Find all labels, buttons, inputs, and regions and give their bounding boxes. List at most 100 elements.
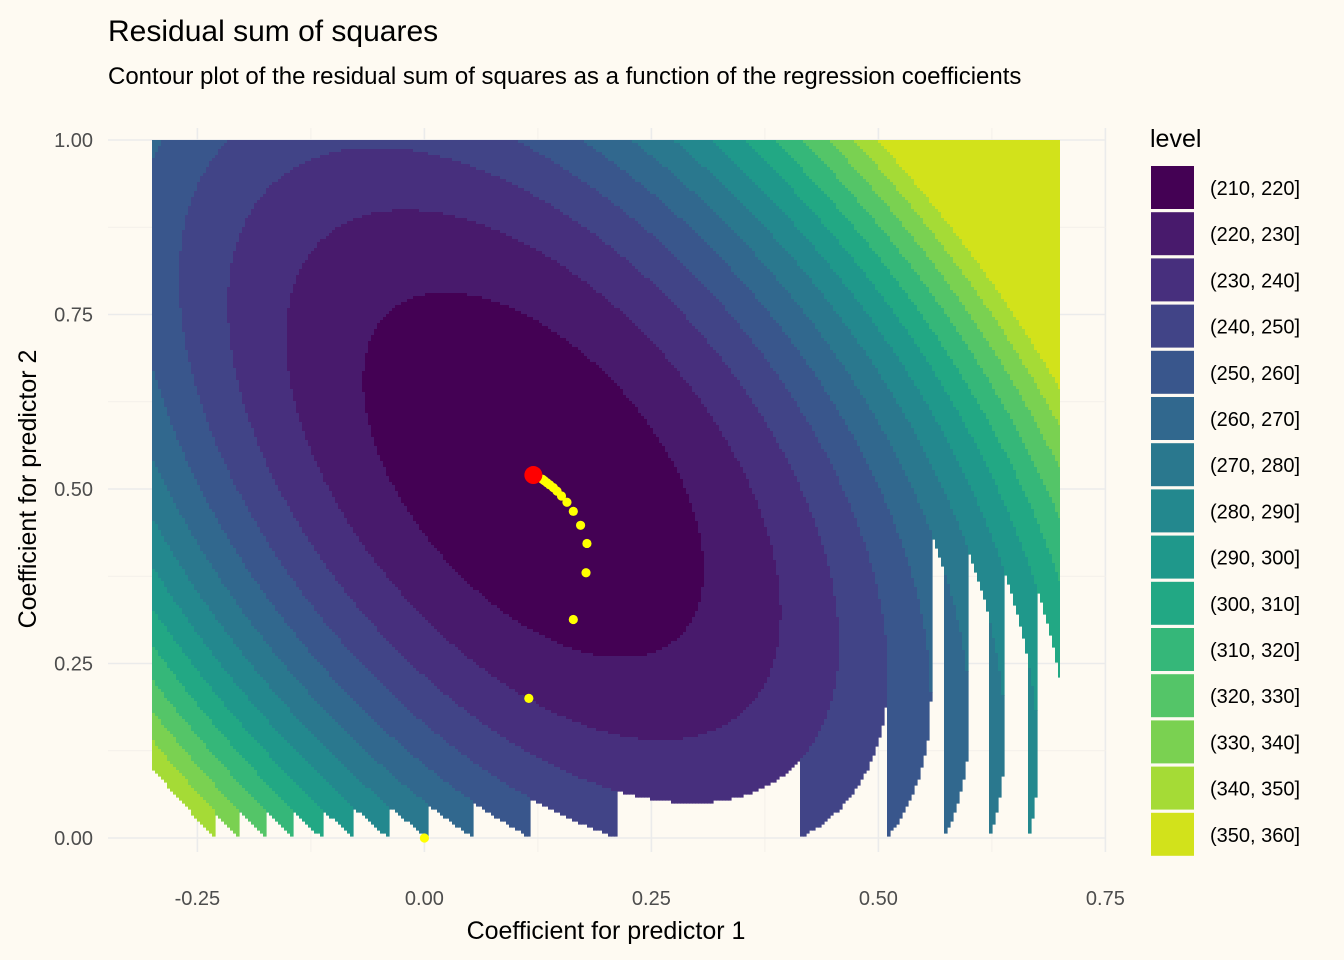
contour-band-cell	[686, 152, 690, 189]
contour-band-cell	[779, 146, 783, 177]
contour-band-cell	[341, 728, 345, 765]
contour-band-cell	[320, 743, 324, 777]
contour-band-cell	[425, 725, 429, 768]
contour-band-cell	[722, 152, 726, 186]
contour-band-cell	[353, 701, 357, 741]
contour-band-cell	[764, 266, 768, 309]
contour-band-cell	[899, 323, 903, 363]
descent-point	[568, 506, 578, 516]
legend-swatch	[1151, 628, 1194, 671]
contour-band-cell	[566, 215, 570, 270]
contour-band-cell	[299, 590, 303, 642]
contour-band-cell	[407, 299, 411, 513]
contour-band-cell	[329, 152, 333, 234]
contour-band-cell	[323, 482, 327, 564]
contour-band-cell	[242, 788, 246, 816]
contour-band-cell	[413, 296, 417, 522]
contour-band-cell	[815, 737, 819, 828]
contour-band-cell	[485, 173, 489, 228]
contour-band-cell	[803, 272, 807, 315]
contour-band-cell	[752, 215, 756, 252]
contour-band-cell	[473, 764, 477, 804]
contour-band-cell	[917, 275, 921, 312]
contour-band-cell	[413, 758, 417, 795]
contour-band-cell	[647, 155, 651, 192]
contour-band-cell	[380, 728, 384, 765]
contour-band-cell	[1025, 335, 1029, 369]
contour-band-cell	[788, 464, 792, 771]
contour-band-cell	[443, 560, 447, 639]
contour-band-cell	[977, 449, 981, 507]
contour-band-cell	[971, 437, 975, 492]
contour-band-cell	[350, 149, 354, 222]
contour-band-cell	[683, 314, 687, 381]
contour-band-cell	[776, 242, 780, 282]
contour-band-cell	[734, 377, 738, 459]
contour-band-cell	[728, 722, 732, 801]
contour-band-cell	[497, 608, 501, 681]
contour-band-cell	[350, 737, 354, 774]
contour-band-cell	[293, 716, 297, 750]
contour-band-cell	[440, 554, 444, 636]
contour-band-cell	[893, 158, 897, 186]
contour-band-cell	[263, 641, 267, 681]
contour-band-cell	[521, 143, 525, 189]
contour-band-cell	[1031, 140, 1035, 345]
contour-band-cell	[176, 770, 180, 798]
contour-band-cell	[761, 224, 765, 264]
contour-band-cell	[797, 164, 801, 198]
contour-band-cell	[800, 140, 804, 168]
contour-band-cell	[995, 548, 999, 654]
contour-band-cell	[863, 140, 867, 153]
contour-band-cell	[539, 140, 543, 156]
contour-band-cell	[275, 557, 279, 612]
contour-band-cell	[737, 236, 741, 279]
contour-band-cell	[458, 650, 462, 708]
contour-band-cell	[377, 149, 381, 213]
contour-band-cell	[176, 140, 180, 441]
contour-band-cell	[557, 716, 561, 768]
contour-band-cell	[899, 539, 903, 819]
contour-band-cell	[332, 755, 336, 789]
contour-band-cell	[221, 734, 225, 765]
contour-band-cell	[1004, 410, 1008, 453]
contour-band-cell	[305, 728, 309, 762]
contour-band-cell	[665, 296, 669, 360]
contour-band-cell	[311, 800, 315, 831]
contour-band-cell	[743, 242, 747, 285]
contour-band-cell	[650, 428, 654, 654]
contour-band-cell	[980, 512, 984, 591]
contour-band-cell	[914, 494, 918, 588]
contour-band-cell	[1037, 428, 1041, 474]
contour-band-cell	[413, 140, 417, 153]
contour-band-cell	[410, 515, 414, 606]
contour-band-cell	[770, 545, 774, 669]
contour-band-cell	[971, 287, 975, 321]
contour-band-cell	[878, 257, 882, 294]
contour-band-cell	[821, 257, 825, 294]
contour-band-cell	[155, 524, 159, 573]
contour-band-cell	[182, 569, 186, 615]
contour-band-cell	[815, 215, 819, 252]
contour-band-cell	[209, 431, 213, 510]
contour-band-cell	[740, 281, 744, 330]
contour-band-cell	[254, 707, 258, 741]
contour-band-cell	[656, 140, 660, 162]
contour-band-cell	[353, 656, 357, 702]
contour-band-cell	[188, 725, 192, 756]
contour-band-cell	[194, 386, 198, 480]
contour-band-cell	[932, 332, 936, 372]
contour-band-cell	[845, 497, 849, 801]
contour-band-cell	[287, 506, 291, 576]
contour-band-cell	[251, 578, 255, 627]
contour-band-cell	[161, 692, 165, 726]
contour-band-cell	[881, 431, 885, 495]
contour-band-cell	[713, 212, 717, 252]
contour-band-cell	[815, 185, 819, 216]
contour-band-cell	[368, 425, 372, 555]
contour-band-cell	[848, 221, 852, 255]
contour-band-cell	[440, 293, 444, 555]
contour-band-cell	[260, 779, 264, 807]
contour-band-cell	[956, 368, 960, 411]
contour-band-cell	[431, 155, 435, 213]
